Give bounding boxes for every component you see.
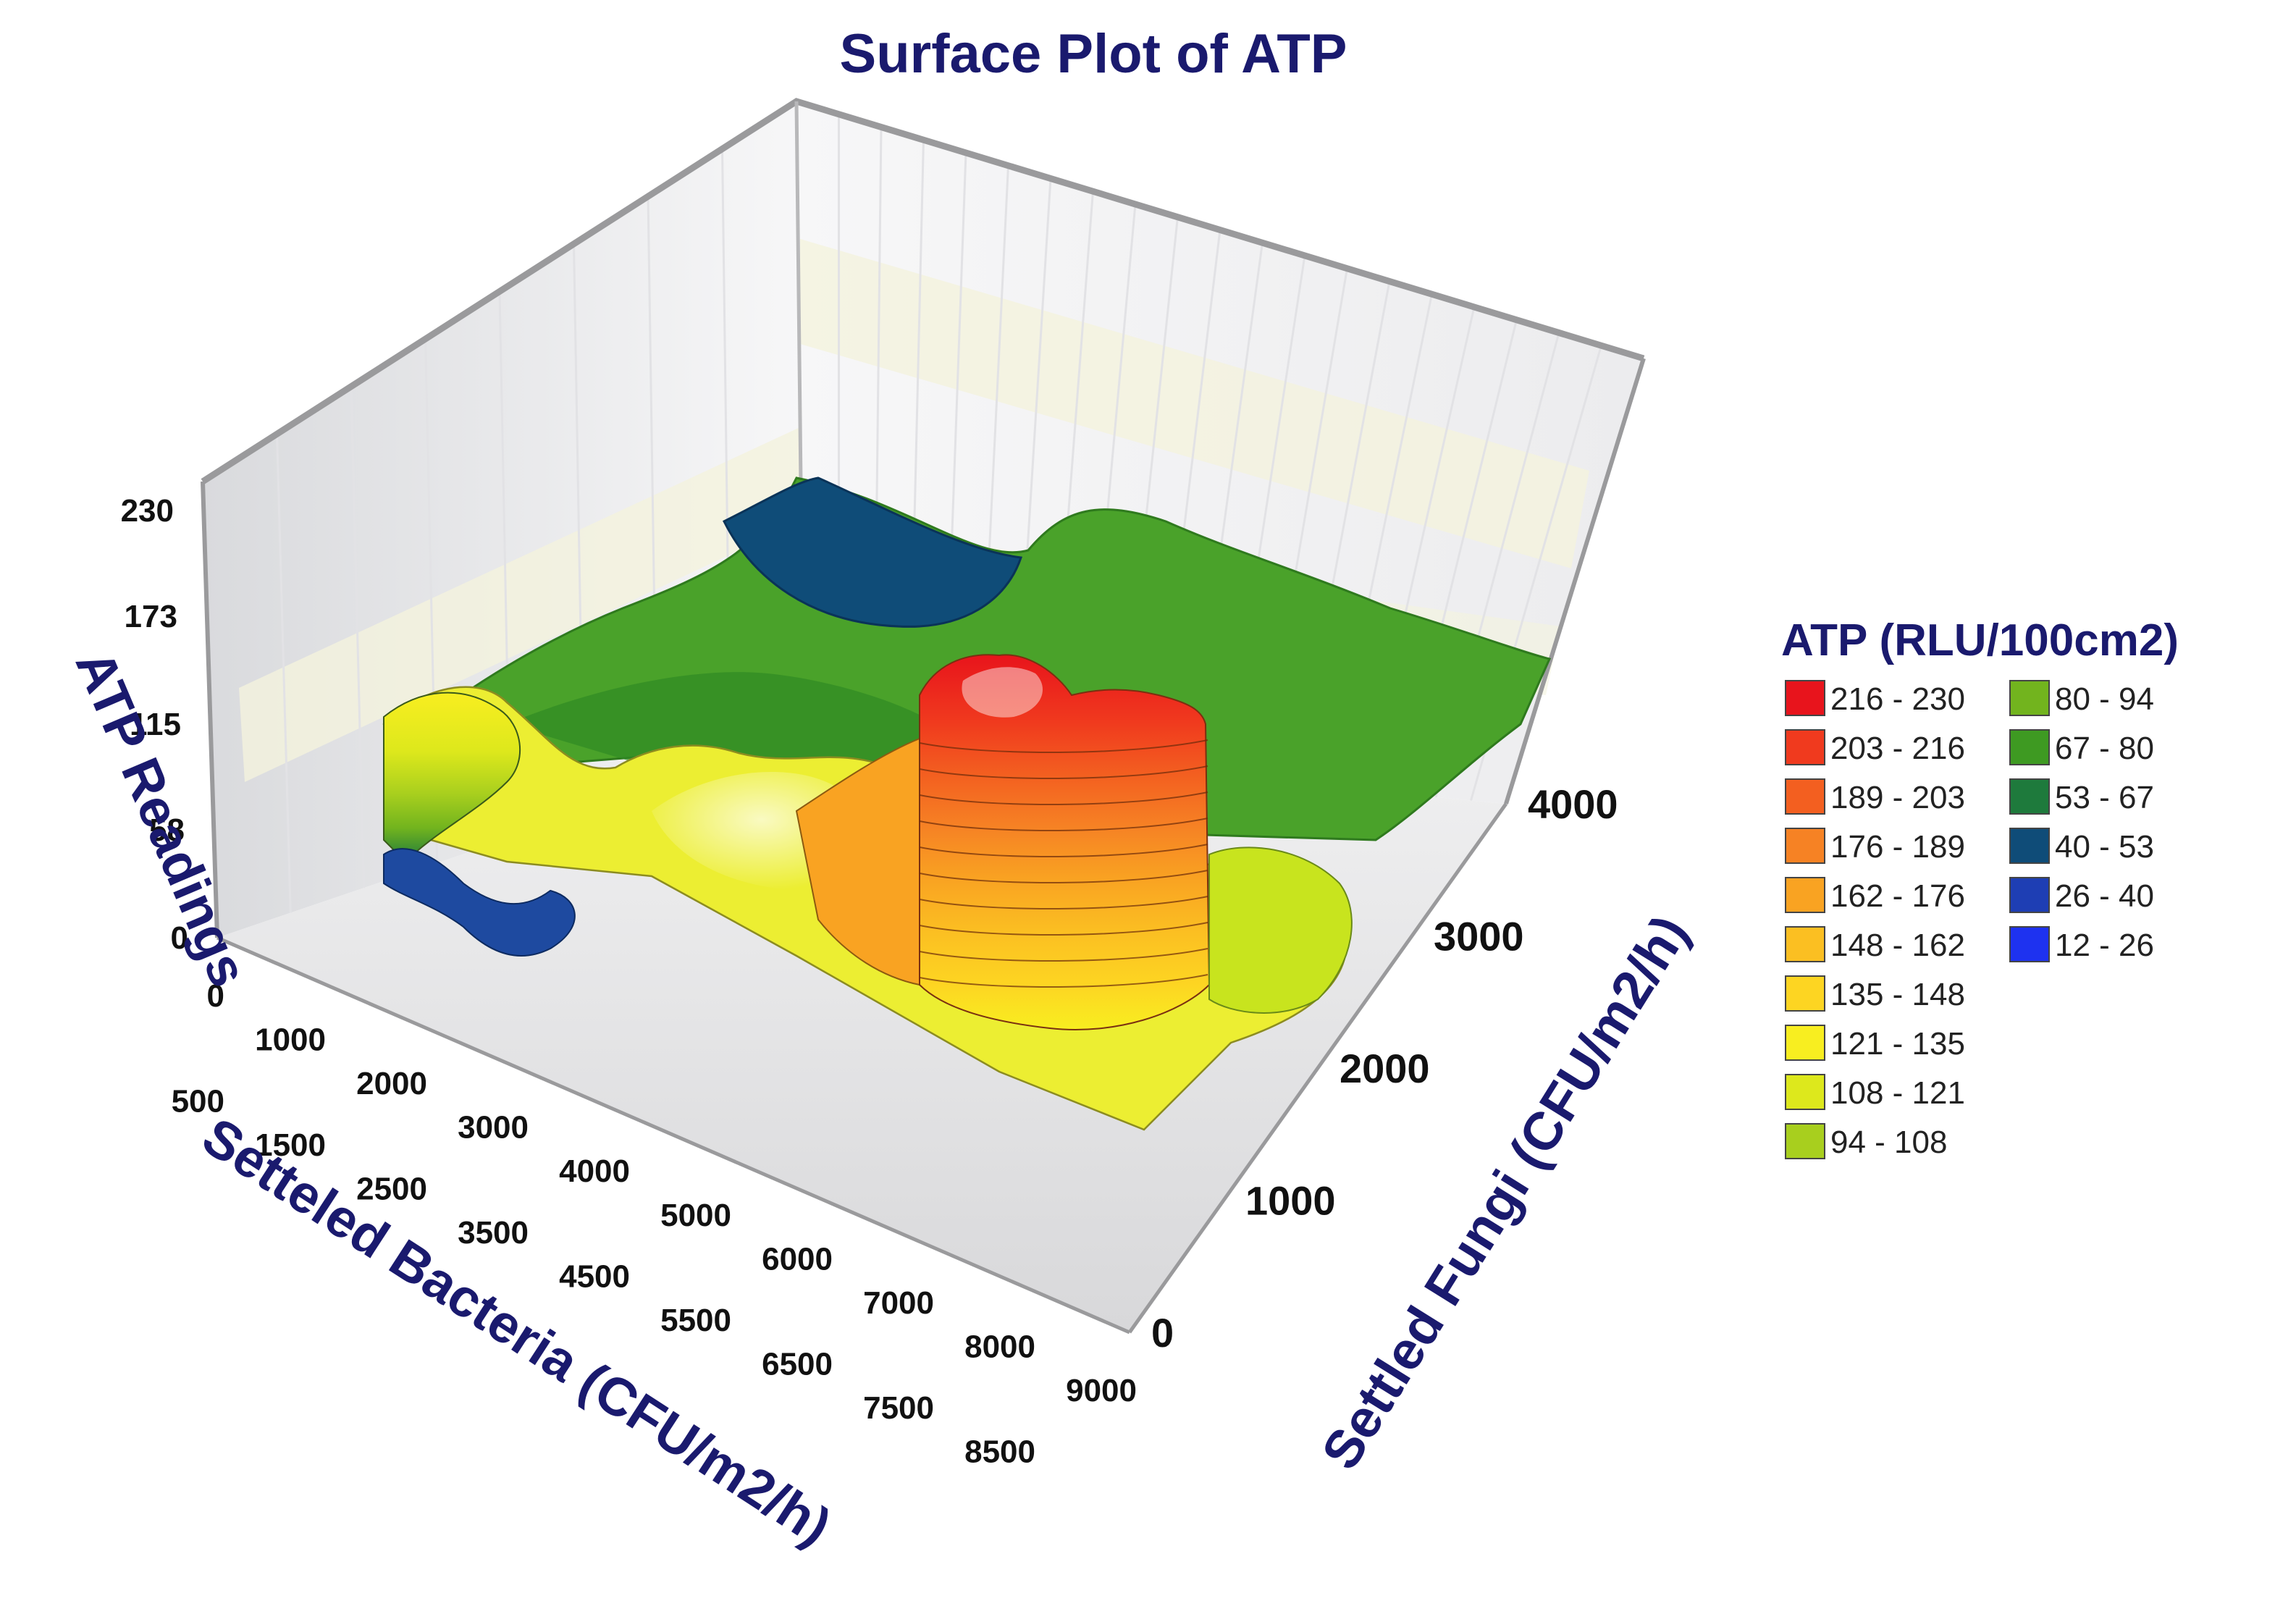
x-tick-label: 0 xyxy=(207,978,224,1014)
contour-line xyxy=(919,948,1208,962)
x-tick-label: 2500 xyxy=(356,1171,427,1206)
contour-line xyxy=(919,739,1208,754)
chart-title: Surface Plot of ATP xyxy=(840,23,1347,85)
legend-swatch xyxy=(1785,926,1825,962)
legend-swatch xyxy=(1785,729,1825,765)
legend-swatch xyxy=(2009,877,2050,913)
surface-green-shade xyxy=(507,672,956,782)
x-tick-label: 7000 xyxy=(863,1285,934,1321)
x-tick-label: 9000 xyxy=(1066,1373,1137,1408)
legend-items: 216 - 230 203 - 216 189 - 203 176 - 189 162 … xyxy=(1785,680,2154,1160)
legend-swatch xyxy=(1785,680,1825,716)
legend-label: 94 - 108 xyxy=(1830,1125,1947,1160)
legend-swatch xyxy=(2009,680,2050,716)
legend-label: 26 - 40 xyxy=(2055,878,2154,914)
z-tick-label: 0 xyxy=(171,920,188,956)
x-tick-label: 500 xyxy=(172,1083,224,1119)
surface-right-bulge xyxy=(1208,846,1353,1014)
y-tick-label: 4000 xyxy=(1528,781,1618,827)
z-axis-ticks: 0 58 115 173 230 xyxy=(121,493,188,956)
legend-label: 67 - 80 xyxy=(2055,731,2154,766)
frame xyxy=(1127,802,1508,1334)
y-tick-label: 3000 xyxy=(1434,914,1524,959)
legend-label: 162 - 176 xyxy=(1830,878,1965,914)
legend-swatch xyxy=(2009,778,2050,815)
z-tick-label: 115 xyxy=(130,707,181,742)
legend-swatch xyxy=(1785,778,1825,815)
x-tick-label: 3500 xyxy=(458,1215,529,1251)
y-tick-label: 1000 xyxy=(1245,1178,1336,1224)
contour-line xyxy=(919,844,1208,858)
legend-label: 189 - 203 xyxy=(1830,780,1965,815)
frame xyxy=(1504,358,1646,804)
legend-label: 40 - 53 xyxy=(2055,829,2154,865)
surface-peak xyxy=(919,654,1211,1030)
contour-line xyxy=(919,870,1208,884)
legend-swatch xyxy=(1785,1123,1825,1159)
legend-label: 108 - 121 xyxy=(1830,1075,1965,1111)
x-tick-label: 5000 xyxy=(660,1198,731,1233)
x-tick-label: 1000 xyxy=(255,1022,326,1058)
legend-label: 216 - 230 xyxy=(1830,681,1965,717)
legend-swatch xyxy=(2009,828,2050,864)
contour-line xyxy=(919,765,1208,780)
legend-label: 80 - 94 xyxy=(2055,681,2154,717)
frame xyxy=(201,481,219,938)
contour-line xyxy=(919,922,1208,936)
x-tick-label: 1500 xyxy=(255,1127,326,1163)
frame xyxy=(216,936,1130,1335)
x-tick-label: 4000 xyxy=(559,1154,630,1189)
y-tick-label: 0 xyxy=(1151,1310,1174,1356)
legend-swatch xyxy=(2009,729,2050,765)
x-axis-title: Setteled Bacteria (CFU/m2/h) xyxy=(192,1106,841,1557)
x-tick-label: 6500 xyxy=(762,1347,833,1382)
legend-swatch xyxy=(1785,1074,1825,1110)
legend-swatch xyxy=(1785,975,1825,1012)
contour-line xyxy=(919,974,1208,988)
z-tick-label: 58 xyxy=(149,812,185,848)
x-tick-label: 3000 xyxy=(458,1110,529,1146)
gridline xyxy=(276,434,292,913)
x-tick-label: 8500 xyxy=(964,1434,1035,1470)
x-tick-label: 8000 xyxy=(964,1329,1035,1364)
legend-label: 135 - 148 xyxy=(1830,977,1965,1012)
y-axis-ticks: 0 1000 2000 3000 4000 xyxy=(1151,781,1618,1356)
z-tick-label: 230 xyxy=(121,493,174,529)
legend: ATP (RLU/100cm2) 216 - 230 203 - 216 189 -… xyxy=(1781,615,2179,1160)
surface-yellow-left xyxy=(383,692,521,863)
contour-lines xyxy=(919,739,1208,988)
legend-label: 53 - 67 xyxy=(2055,780,2154,815)
legend-title: ATP (RLU/100cm2) xyxy=(1781,615,2179,665)
contour-line xyxy=(919,896,1208,910)
x-axis-ticks: 0 1000 2000 3000 4000 5000 6000 7000 8000 9000 500… xyxy=(172,978,1137,1470)
legend-swatch xyxy=(1785,1025,1825,1061)
x-tick-label: 2000 xyxy=(356,1066,427,1101)
legend-swatch xyxy=(1785,828,1825,864)
gridline xyxy=(350,386,365,888)
x-tick-label: 5500 xyxy=(660,1303,731,1338)
legend-label: 203 - 216 xyxy=(1830,731,1965,766)
x-tick-label: 4500 xyxy=(559,1259,630,1295)
surface xyxy=(382,476,1552,1131)
z-tick-label: 173 xyxy=(125,599,177,634)
surface-blue-basin xyxy=(722,476,1023,628)
x-tick-label: 6000 xyxy=(762,1241,833,1277)
legend-label: 121 - 135 xyxy=(1830,1026,1965,1062)
y-tick-label: 2000 xyxy=(1340,1046,1430,1091)
legend-swatch xyxy=(2009,926,2050,962)
surface-blue-pocket xyxy=(383,848,576,957)
legend-label: 176 - 189 xyxy=(1830,829,1965,865)
contour-line xyxy=(919,818,1208,832)
legend-label: 12 - 26 xyxy=(2055,928,2154,963)
surface-peak-highlight xyxy=(962,667,1043,718)
wall-band xyxy=(239,427,801,782)
legend-label: 148 - 162 xyxy=(1830,928,1965,963)
x-tick-label: 7500 xyxy=(863,1390,934,1426)
contour-line xyxy=(919,791,1208,806)
legend-swatch xyxy=(1785,877,1825,913)
